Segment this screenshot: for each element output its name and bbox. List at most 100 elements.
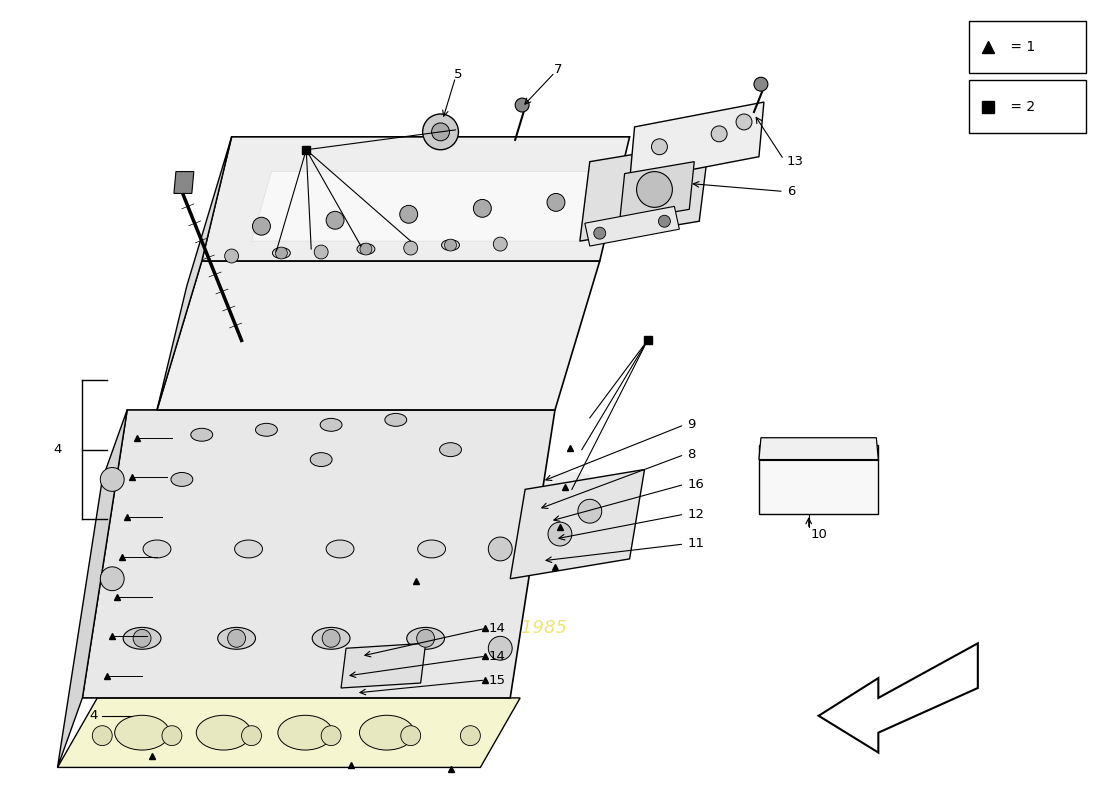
Ellipse shape [418, 540, 446, 558]
Text: 13: 13 [786, 155, 804, 168]
Circle shape [493, 237, 507, 251]
Ellipse shape [320, 418, 342, 431]
Circle shape [422, 114, 459, 150]
Ellipse shape [326, 540, 354, 558]
Circle shape [228, 630, 245, 647]
Circle shape [404, 241, 418, 255]
Polygon shape [157, 261, 600, 410]
Circle shape [444, 239, 456, 251]
Text: 5: 5 [454, 68, 463, 81]
Circle shape [253, 218, 271, 235]
Text: 14: 14 [488, 650, 505, 662]
Circle shape [594, 227, 606, 239]
Circle shape [547, 194, 565, 211]
Ellipse shape [441, 240, 460, 250]
Text: 9: 9 [688, 418, 695, 431]
Circle shape [473, 199, 492, 218]
Polygon shape [201, 137, 629, 261]
Circle shape [578, 499, 602, 523]
Text: 16: 16 [688, 478, 704, 491]
Ellipse shape [114, 715, 169, 750]
Circle shape [322, 630, 340, 647]
Circle shape [360, 243, 372, 255]
Ellipse shape [123, 627, 161, 650]
Text: 15: 15 [488, 674, 505, 686]
Text: 6: 6 [786, 185, 795, 198]
Ellipse shape [170, 473, 192, 486]
Polygon shape [580, 142, 710, 241]
Text: = 2: = 2 [1005, 100, 1035, 114]
Ellipse shape [385, 414, 407, 426]
Polygon shape [510, 470, 645, 578]
Circle shape [754, 78, 768, 91]
Circle shape [100, 467, 124, 491]
Circle shape [712, 126, 727, 142]
Ellipse shape [358, 243, 375, 254]
Polygon shape [82, 410, 556, 698]
Text: 4: 4 [89, 710, 97, 722]
Circle shape [326, 211, 344, 229]
Circle shape [488, 537, 513, 561]
Circle shape [315, 245, 328, 259]
Text: car: car [365, 363, 536, 457]
Circle shape [399, 206, 418, 223]
Circle shape [400, 726, 420, 746]
Ellipse shape [234, 540, 263, 558]
Circle shape [162, 726, 182, 746]
Circle shape [100, 567, 124, 590]
Ellipse shape [407, 627, 444, 650]
Ellipse shape [310, 453, 332, 466]
Text: = 1: = 1 [1005, 41, 1035, 54]
Ellipse shape [218, 627, 255, 650]
FancyBboxPatch shape [969, 80, 1087, 133]
Ellipse shape [255, 423, 277, 436]
Text: 8: 8 [688, 448, 695, 461]
Text: 10: 10 [811, 527, 827, 541]
Polygon shape [759, 445, 878, 514]
Circle shape [515, 98, 529, 112]
Polygon shape [57, 698, 520, 767]
Ellipse shape [278, 715, 332, 750]
Circle shape [736, 114, 752, 130]
Ellipse shape [360, 715, 415, 750]
Circle shape [488, 636, 513, 660]
Polygon shape [174, 171, 194, 194]
Polygon shape [585, 206, 680, 246]
Circle shape [275, 247, 287, 259]
Ellipse shape [440, 442, 461, 457]
Text: euro: euro [326, 274, 575, 367]
Ellipse shape [190, 428, 212, 442]
Ellipse shape [196, 715, 251, 750]
Ellipse shape [312, 627, 350, 650]
Polygon shape [619, 162, 694, 222]
Circle shape [242, 726, 262, 746]
Polygon shape [759, 438, 878, 459]
FancyBboxPatch shape [969, 21, 1087, 74]
Polygon shape [629, 102, 763, 182]
Text: 7: 7 [553, 63, 562, 76]
Text: 12: 12 [688, 508, 704, 521]
Text: parts: parts [307, 453, 594, 546]
Ellipse shape [273, 247, 290, 258]
Circle shape [224, 249, 239, 263]
Circle shape [321, 726, 341, 746]
Circle shape [133, 630, 151, 647]
Polygon shape [57, 410, 128, 767]
Circle shape [637, 171, 672, 207]
Polygon shape [818, 643, 978, 753]
Text: a parts source since 1985: a parts source since 1985 [334, 619, 566, 638]
Text: 11: 11 [688, 538, 704, 550]
Circle shape [431, 123, 450, 141]
Text: 4: 4 [53, 443, 62, 456]
Circle shape [659, 215, 670, 227]
Polygon shape [252, 171, 600, 241]
Polygon shape [157, 137, 232, 410]
Circle shape [92, 726, 112, 746]
Text: 14: 14 [488, 622, 505, 635]
Circle shape [651, 139, 668, 154]
Circle shape [461, 726, 481, 746]
Circle shape [548, 522, 572, 546]
Polygon shape [341, 643, 426, 688]
Ellipse shape [143, 540, 170, 558]
Circle shape [417, 630, 434, 647]
